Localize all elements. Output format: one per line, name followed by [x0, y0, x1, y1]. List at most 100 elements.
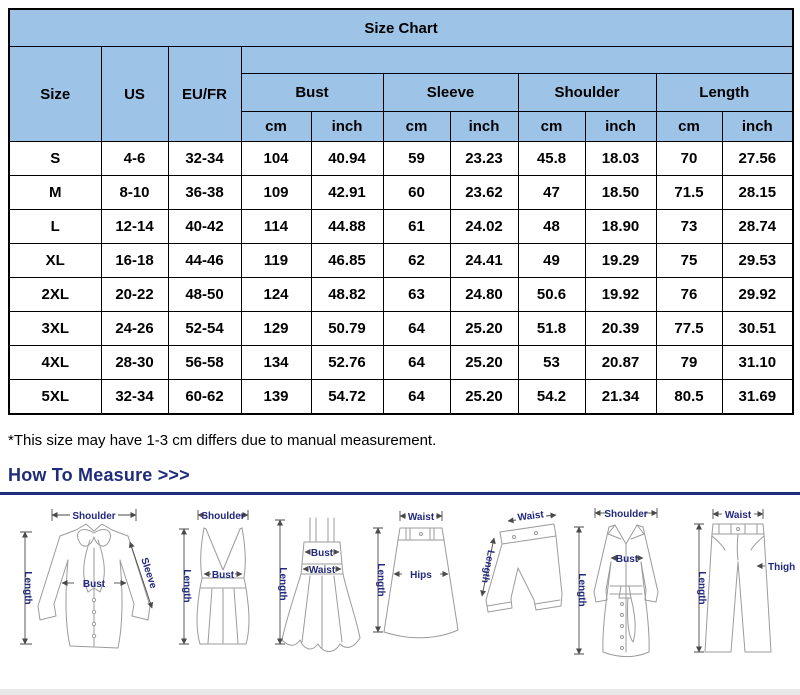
header-length: Length [655, 73, 794, 112]
measurement-cell: 19.29 [584, 243, 657, 278]
header-sleeve: Sleeve [382, 73, 519, 112]
measurement-cell: 25.20 [449, 311, 519, 346]
measurement-cell: 59 [382, 141, 451, 176]
measurement-cell: 48 [517, 209, 586, 244]
measurement-cell: 64 [382, 311, 451, 346]
measurement-cell: 30.51 [721, 311, 794, 346]
measurement-cell: 24-26 [100, 311, 169, 346]
blouse-bust-label: Bust [83, 579, 106, 590]
measurement-cell: 63 [382, 277, 451, 312]
measurement-cell: 40-42 [167, 209, 242, 244]
coat-shoulder-label: Shoulder [604, 509, 647, 520]
measurement-cell: 64 [382, 379, 451, 415]
measurement-cell: 44.88 [310, 209, 384, 244]
header-shoulder: Shoulder [517, 73, 657, 112]
measurement-cell: 80.5 [655, 379, 723, 415]
measurement-cell: 31.10 [721, 345, 794, 380]
heading-divider [0, 492, 800, 495]
measurement-cell: 4-6 [100, 141, 169, 176]
measurement-cell: 47 [517, 175, 586, 210]
diagram-coat: Shoulder Bust Length [574, 508, 659, 657]
measurement-cell: 28.74 [721, 209, 794, 244]
measurement-cell: 28.15 [721, 175, 794, 210]
measurement-cell: 76 [655, 277, 723, 312]
measurement-cell: 77.5 [655, 311, 723, 346]
measurement-cell: 48.82 [310, 277, 384, 312]
size-label-cell: XL [8, 243, 102, 278]
measurement-cell: 71.5 [655, 175, 723, 210]
coat-length-label: Length [576, 573, 587, 606]
size-table-body: S 4-6 32-34 104 40.94 59 23.23 45.8 18.03 70 27.56… [8, 141, 794, 415]
measurement-cell: 75 [655, 243, 723, 278]
measurement-cell: 79 [655, 345, 723, 380]
measurement-cell: 18.50 [584, 175, 657, 210]
table-title: Size Chart [8, 8, 794, 47]
measurement-cell: 25.20 [449, 379, 519, 415]
header-spacer-cell [240, 46, 794, 74]
table-row: 4XL 28-30 56-58 134 52.76 64 25.20 53 20.87 79 31.… [8, 345, 794, 380]
measurement-cell: 32-34 [167, 141, 242, 176]
measurement-cell: 29.53 [721, 243, 794, 278]
vneck-bust-label: Bust [212, 570, 235, 581]
measurement-cell: 19.92 [584, 277, 657, 312]
measurement-cell: 21.34 [584, 379, 657, 415]
vneck-length-label: Length [181, 569, 192, 602]
pants-waist-label: Waist [725, 510, 752, 521]
shorts-length-label: Length [479, 549, 496, 584]
measurement-cell: 32-34 [100, 379, 169, 415]
measurement-cell: 51.8 [517, 311, 586, 346]
measurement-cell: 20-22 [100, 277, 169, 312]
table-row: L 12-14 40-42 114 44.88 61 24.02 48 18.90 73 28.74 [8, 209, 794, 244]
header-row-groups: Bust Sleeve Shoulder Length [9, 73, 794, 112]
size-label-cell: 5XL [8, 379, 102, 415]
measurement-cell: 46.85 [310, 243, 384, 278]
coat-bust-label: Bust [616, 554, 639, 565]
unit-sleeve-cm: cm [382, 111, 451, 142]
measurement-cell: 61 [382, 209, 451, 244]
shorts-waist-label: Waist [517, 509, 545, 523]
diagram-slip-dress: Bust Waist Length [275, 517, 361, 652]
blouse-shoulder-label: Shoulder [72, 511, 115, 522]
measurement-cell: 50.79 [310, 311, 384, 346]
pants-thigh-label: Thigh [768, 562, 795, 573]
size-label-cell: L [8, 209, 102, 244]
unit-length-inch: inch [721, 111, 794, 142]
size-label-cell: M [8, 175, 102, 210]
measurement-cell: 29.92 [721, 277, 794, 312]
header-us: US [100, 46, 169, 142]
measurement-cell: 134 [240, 345, 312, 380]
table-row: 2XL 20-22 48-50 124 48.82 63 24.80 50.6 19.92 76 2… [8, 277, 794, 312]
measurement-cell: 23.23 [449, 141, 519, 176]
measurement-cell: 104 [240, 141, 312, 176]
measurement-cell: 48-50 [167, 277, 242, 312]
diagram-vneck-top: Shoulder Bust Length [179, 510, 250, 645]
measurement-cell: 40.94 [310, 141, 384, 176]
measurement-cell: 52-54 [167, 311, 242, 346]
dress-length-label: Length [277, 567, 288, 600]
diagram-skirt: Waist Hips Length [373, 511, 459, 639]
unit-bust-inch: inch [310, 111, 384, 142]
table-row: S 4-6 32-34 104 40.94 59 23.23 45.8 18.03 70 27.56 [8, 141, 794, 176]
measurement-cell: 53 [517, 345, 586, 380]
measurement-cell: 18.03 [584, 141, 657, 176]
table-row: M 8-10 36-38 109 42.91 60 23.62 47 18.50 71.5 28.1… [8, 175, 794, 210]
measurement-cell: 44-46 [167, 243, 242, 278]
size-label-cell: S [8, 141, 102, 176]
skirt-length-label: Length [375, 563, 386, 596]
dress-waist-label: Waist [309, 565, 336, 576]
header-row-1: Size US EU/FR [8, 46, 794, 142]
measurement-cell: 50.6 [517, 277, 586, 312]
diagram-shorts: Waist Length [479, 509, 563, 613]
measurement-cell: 28-30 [100, 345, 169, 380]
measurement-cell: 12-14 [100, 209, 169, 244]
diagram-blouse: Shoulder Length Bust Sleeve [20, 509, 159, 649]
header-size: Size [8, 46, 102, 142]
skirt-hips-label: Hips [410, 570, 432, 581]
measurement-cell: 56-58 [167, 345, 242, 380]
dress-bust-label: Bust [311, 548, 334, 559]
header-bust: Bust [240, 73, 384, 112]
measurement-cell: 24.41 [449, 243, 519, 278]
measurement-cell: 73 [655, 209, 723, 244]
measurement-cell: 25.20 [449, 345, 519, 380]
unit-shoulder-inch: inch [584, 111, 657, 142]
